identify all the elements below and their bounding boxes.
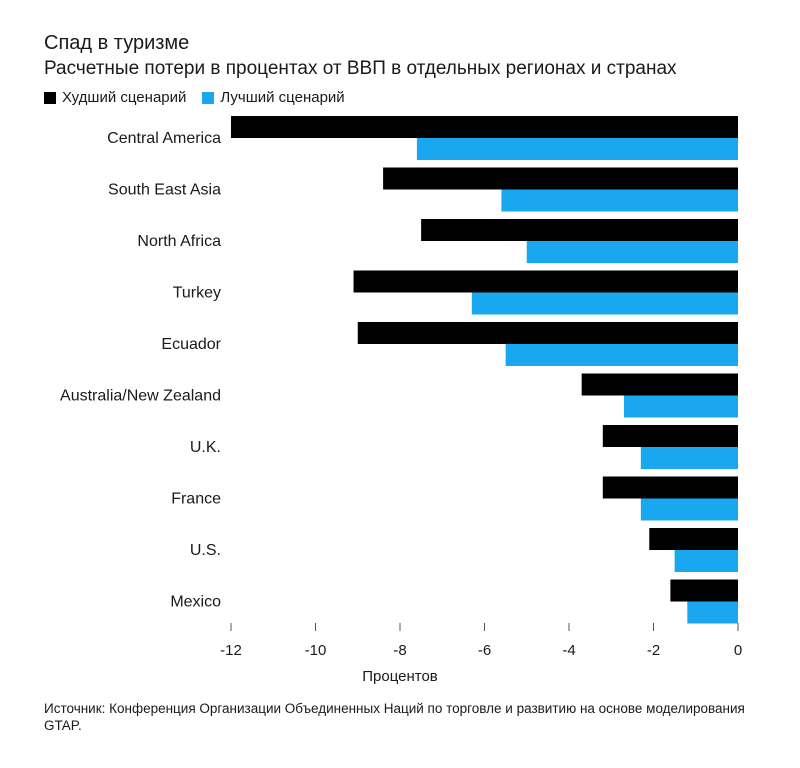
x-axis-label: Процентов — [362, 668, 438, 685]
bar-best — [526, 241, 738, 263]
bar-worst — [649, 528, 738, 550]
bar-best — [687, 601, 738, 624]
category-label: North Africa — [137, 233, 221, 250]
legend-item-best: Лучший сценарий — [202, 89, 345, 106]
category-label: Turkey — [173, 285, 221, 302]
x-tick-label: -12 — [220, 642, 242, 659]
category-label: Central America — [107, 130, 221, 147]
bar-worst — [670, 579, 738, 602]
bar-best — [501, 189, 738, 212]
category-label: Mexico — [170, 594, 221, 611]
legend-label-worst: Худший сценарий — [62, 89, 187, 106]
bar-best — [416, 138, 738, 160]
bar-worst — [602, 425, 738, 447]
chart-subtitle: Расчетные потери в процентах от ВВП в от… — [44, 58, 677, 79]
legend: Худший сценарий Лучший сценарий — [44, 89, 361, 106]
bar-worst — [602, 476, 738, 499]
bar-worst — [581, 373, 738, 396]
category-label: France — [171, 491, 221, 508]
bar-worst — [353, 270, 738, 293]
x-tick-label: 0 — [734, 642, 742, 659]
category-label: South East Asia — [108, 182, 221, 199]
bar-worst — [231, 116, 738, 138]
x-tick-label: -10 — [305, 642, 327, 659]
legend-item-worst: Худший сценарий — [44, 89, 186, 106]
source-note: Источник: Конференция Организации Объеди… — [44, 701, 745, 733]
x-tick-label: -2 — [647, 642, 660, 659]
bar-worst — [357, 322, 738, 344]
bar-best — [640, 447, 738, 469]
category-label: Ecuador — [161, 336, 221, 353]
x-tick-label: -6 — [478, 642, 491, 659]
category-label: U.K. — [190, 439, 221, 456]
legend-label-best: Лучший сценарий — [220, 89, 345, 106]
category-label: Australia/New Zealand — [60, 388, 221, 405]
legend-swatch-best — [202, 91, 215, 104]
chart-title: Спад в туризме — [44, 32, 190, 54]
bar-worst — [421, 219, 738, 241]
bar-worst — [383, 167, 738, 190]
bar-best — [505, 344, 738, 366]
bar-best — [640, 498, 738, 521]
bar-best — [674, 550, 738, 572]
x-tick-label: -8 — [393, 642, 406, 659]
legend-swatch-worst — [44, 91, 56, 104]
x-tick-label: -4 — [562, 642, 575, 659]
bar-best — [471, 292, 738, 315]
bar-best — [623, 395, 738, 418]
category-label: U.S. — [190, 542, 221, 559]
